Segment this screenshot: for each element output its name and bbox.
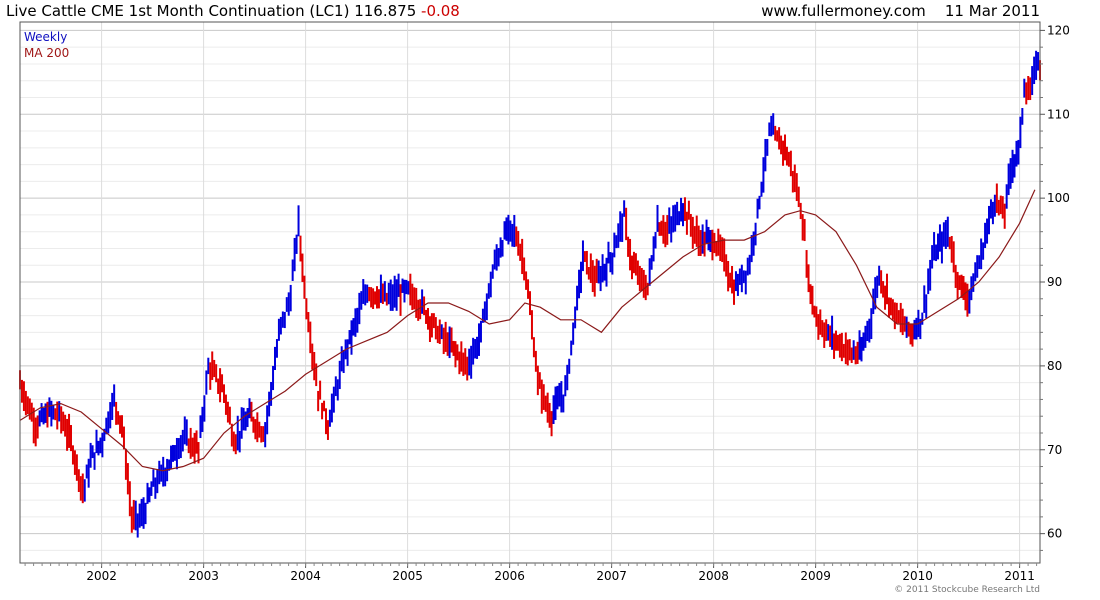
y-tick-label: 120 (1047, 23, 1070, 37)
instrument-name: Live Cattle CME 1st Month Continuation (… (6, 2, 350, 20)
y-tick-label: 60 (1047, 527, 1062, 541)
source-url[interactable]: www.fullermoney.com (761, 2, 926, 20)
last-price: 116.875 (354, 2, 417, 20)
x-tick-label: 2009 (800, 569, 831, 583)
chart-date: 11 Mar 2011 (944, 2, 1040, 20)
ma-200-line (19, 189, 1036, 472)
price-change: -0.08 (421, 2, 460, 20)
x-tick-label: 2002 (86, 569, 117, 583)
x-tick-label: 2003 (188, 569, 219, 583)
legend-ma-200: MA 200 (24, 46, 70, 60)
chart-title: Live Cattle CME 1st Month Continuation (… (6, 0, 460, 22)
x-tick-label: 2004 (290, 569, 321, 583)
plot-frame (19, 21, 1041, 564)
y-tick-label: 100 (1047, 191, 1070, 205)
x-tick-label: 2011 (1004, 569, 1035, 583)
y-tick-label: 70 (1047, 443, 1062, 457)
y-axis: 60 70 80 90 100 110 120 (1040, 23, 1070, 551)
y-tick-label: 110 (1047, 107, 1070, 121)
x-tick-label: 2007 (596, 569, 627, 583)
y-tick-label: 80 (1047, 359, 1062, 373)
y-tick-label: 90 (1047, 275, 1062, 289)
x-tick-label: 2006 (494, 569, 525, 583)
copyright-notice: © 2011 Stockcube Research Ltd (894, 585, 1040, 595)
legend-weekly: Weekly (24, 30, 68, 44)
chart-source-date: www.fullermoney.com 11 Mar 2011 (761, 0, 1040, 22)
plot-border (19, 21, 1041, 564)
x-tick-label: 2010 (902, 569, 933, 583)
x-tick-label: 2008 (698, 569, 729, 583)
ma-200-path (19, 189, 1036, 472)
x-tick-label: 2005 (392, 569, 423, 583)
weekly-bars (19, 50, 1041, 538)
x-axis: 2002 2003 2004 2005 2006 2007 2008 2009 2010 2011 (24, 563, 1038, 583)
grid (20, 22, 1040, 563)
